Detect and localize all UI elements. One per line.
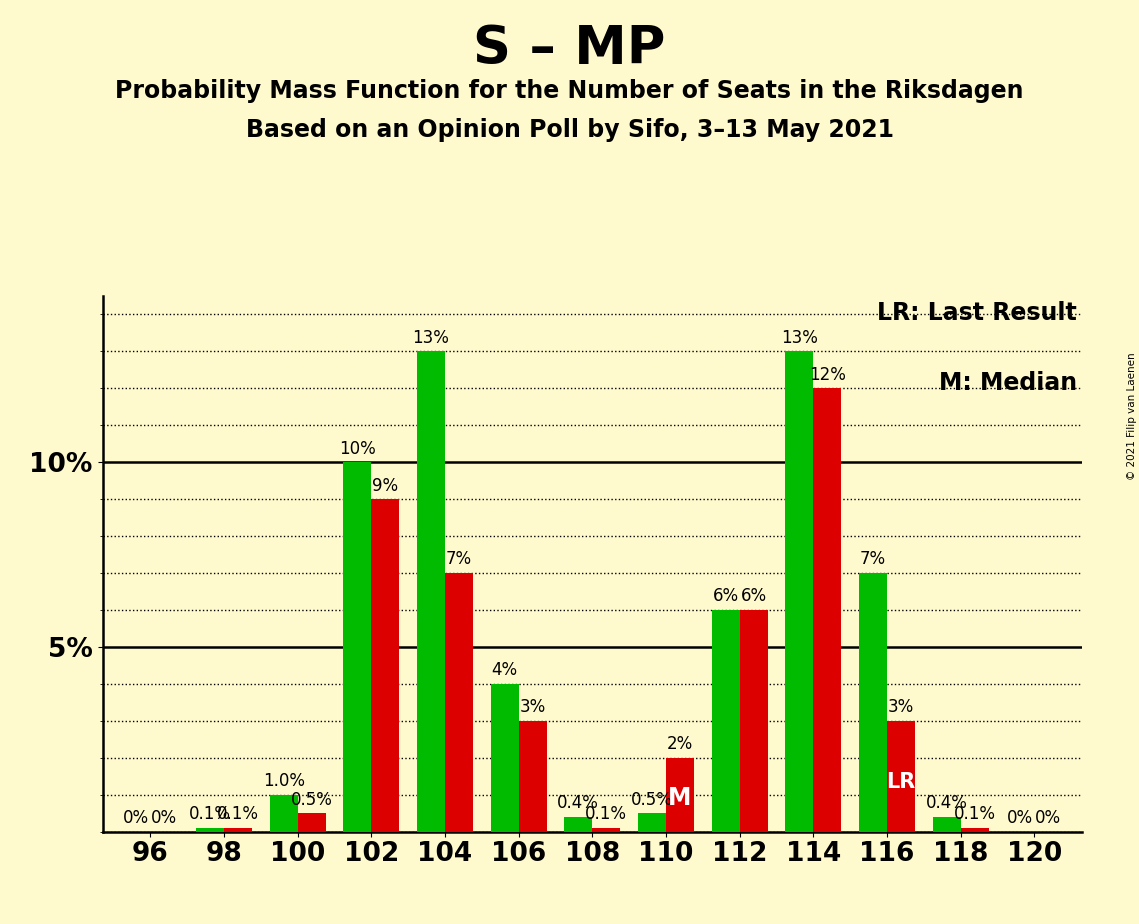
Text: 0.5%: 0.5% (290, 791, 333, 808)
Text: 0%: 0% (151, 809, 178, 827)
Bar (343, 462, 371, 832)
Text: © 2021 Filip van Laenen: © 2021 Filip van Laenen (1126, 352, 1137, 480)
Text: Based on an Opinion Poll by Sifo, 3–13 May 2021: Based on an Opinion Poll by Sifo, 3–13 M… (246, 118, 893, 142)
Text: M: Median: M: Median (939, 371, 1077, 395)
Bar (518, 721, 547, 832)
Text: 0.4%: 0.4% (926, 795, 967, 812)
Text: 0.1%: 0.1% (585, 806, 628, 823)
Bar (564, 817, 592, 832)
Text: 12%: 12% (809, 366, 845, 383)
Bar (592, 828, 621, 832)
Text: 1.0%: 1.0% (263, 772, 305, 790)
Text: LR: Last Result: LR: Last Result (877, 301, 1077, 325)
Bar (638, 813, 666, 832)
Text: 3%: 3% (519, 699, 546, 716)
Bar (960, 828, 989, 832)
Bar (887, 721, 915, 832)
Bar (297, 813, 326, 832)
Text: 13%: 13% (412, 329, 450, 346)
Text: S – MP: S – MP (474, 23, 665, 75)
Text: 4%: 4% (492, 662, 518, 679)
Text: 0.4%: 0.4% (557, 795, 599, 812)
Text: 2%: 2% (666, 736, 693, 753)
Text: Probability Mass Function for the Number of Seats in the Riksdagen: Probability Mass Function for the Number… (115, 79, 1024, 103)
Bar (739, 610, 768, 832)
Bar (270, 795, 297, 832)
Bar (666, 758, 694, 832)
Text: 0.5%: 0.5% (631, 791, 673, 808)
Bar (417, 351, 445, 832)
Bar (491, 684, 518, 832)
Text: 0%: 0% (1007, 809, 1033, 827)
Text: 0%: 0% (123, 809, 149, 827)
Bar (371, 499, 400, 832)
Bar (712, 610, 739, 832)
Text: 6%: 6% (713, 588, 739, 605)
Bar (859, 573, 887, 832)
Text: 0.1%: 0.1% (218, 806, 259, 823)
Bar (785, 351, 813, 832)
Text: 3%: 3% (887, 699, 913, 716)
Text: 0.1%: 0.1% (953, 806, 995, 823)
Text: LR: LR (886, 772, 916, 792)
Text: 7%: 7% (860, 551, 886, 568)
Text: 7%: 7% (445, 551, 472, 568)
Bar (224, 828, 252, 832)
Bar (196, 828, 224, 832)
Bar (933, 817, 960, 832)
Bar (813, 388, 842, 832)
Text: 13%: 13% (781, 329, 818, 346)
Text: M: M (669, 786, 691, 810)
Text: 0%: 0% (1035, 809, 1062, 827)
Text: 10%: 10% (339, 440, 376, 457)
Text: 6%: 6% (740, 588, 767, 605)
Text: 9%: 9% (372, 477, 399, 494)
Bar (445, 573, 473, 832)
Text: 0.1%: 0.1% (189, 806, 231, 823)
